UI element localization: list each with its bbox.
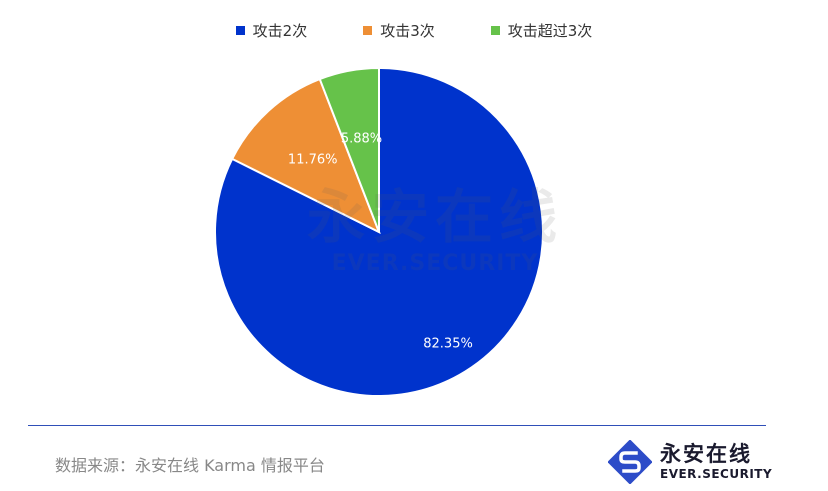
- legend-swatch-attack-2: [235, 25, 245, 35]
- pie-slice-3: [318, 66, 380, 233]
- pie-slice-1: [214, 66, 544, 397]
- pie-labels: 82.35% 11.76%5.88%: [288, 131, 473, 351]
- footer-divider: [28, 425, 766, 426]
- brand-name-en: EVER.SECURITY: [660, 467, 773, 481]
- legend-swatch-attack-3: [363, 25, 373, 35]
- brand-logo-icon: [608, 440, 652, 484]
- data-source-text: 数据来源：永安在线 Karma 情报平台: [55, 456, 325, 475]
- pie-slice-label-1: 82.35%: [423, 337, 473, 352]
- brand-logo: 永安在线 EVER.SECURITY: [608, 440, 772, 484]
- pie-slice-2: [230, 77, 381, 235]
- legend-label-attack-over-3: 攻击超过3次: [507, 21, 593, 40]
- legend-label-attack-2: 攻击2次: [252, 21, 308, 40]
- legend-item-attack-3: 攻击3次: [363, 18, 435, 42]
- legend-swatch-attack-over-3: [490, 25, 500, 35]
- legend-item-attack-2: 攻击2次: [235, 18, 308, 42]
- chart-legend: 攻击2次 攻击3次 攻击超过3次: [0, 18, 828, 42]
- legend-label-attack-3: 攻击3次: [380, 21, 435, 40]
- pie-slice-label-2: 11.76%: [288, 152, 338, 167]
- pie-slice-label-3: 5.88%: [341, 131, 382, 146]
- pie-slices: [214, 66, 544, 397]
- brand-logo-text: 永安在线 EVER.SECURITY: [660, 442, 772, 482]
- legend-item-attack-over-3: 攻击超过3次: [490, 18, 593, 42]
- pie-chart: 82.35% 11.76%5.88%: [214, 66, 544, 397]
- brand-name-cn: 永安在线: [660, 442, 752, 466]
